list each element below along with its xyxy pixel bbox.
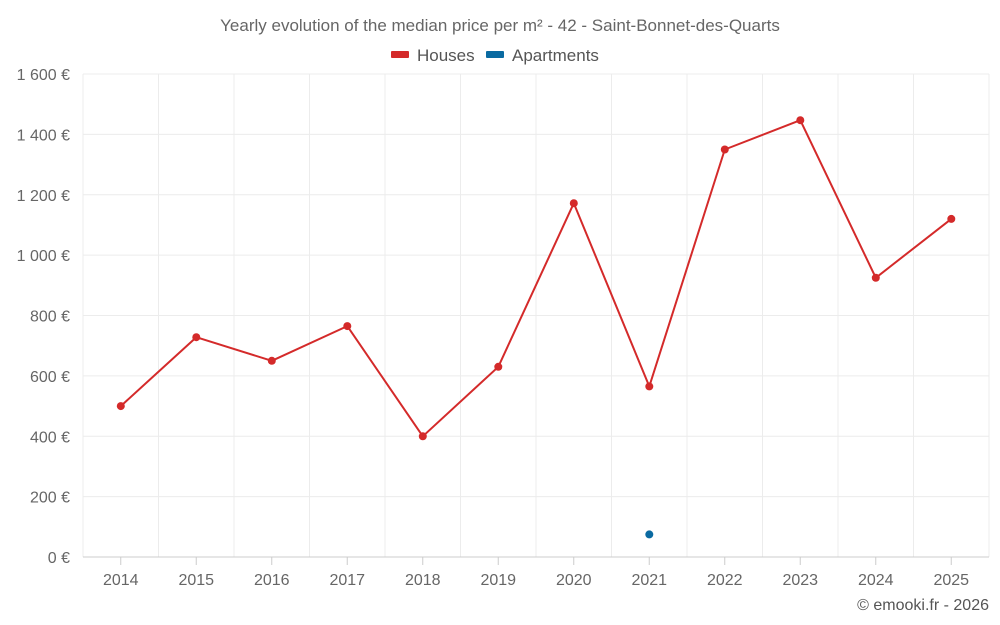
data-point-houses-2024[interactable] [871,273,880,282]
x-tick-label: 2019 [480,572,516,589]
data-point-houses-2018[interactable] [418,432,427,441]
legend-swatch-houses [391,51,409,58]
legend-item-apartments[interactable]: Apartments [486,46,599,65]
data-point-houses-2016[interactable] [267,356,276,365]
credit-text: © emooki.fr - 2026 [857,597,989,614]
series-houses [116,116,956,441]
x-tick-label: 2014 [103,572,139,589]
data-point-houses-2023[interactable] [796,116,805,125]
plot-area [116,116,956,539]
data-point-houses-2022[interactable] [720,145,729,154]
data-point-houses-2021[interactable] [645,382,654,391]
y-tick-label: 200 € [30,490,70,507]
legend-swatch-apartments [486,51,504,58]
legend: Houses Apartments [391,46,599,65]
y-tick-label: 1 200 € [17,188,70,205]
x-tick-label: 2021 [631,572,667,589]
data-point-houses-2017[interactable] [343,322,352,331]
y-tick-label: 1 400 € [17,127,70,144]
series-apartments [645,530,654,539]
x-tick-label: 2015 [178,572,214,589]
legend-label-houses: Houses [417,46,475,65]
x-tick-label: 2018 [405,572,441,589]
data-point-houses-2025[interactable] [947,214,956,223]
data-point-houses-2019[interactable] [494,362,503,371]
axes: 0 € 200 € 400 € 600 € 800 € 1 000 € 1 200 € 1 4… [17,67,989,589]
y-tick-label: 1 600 € [17,67,70,84]
data-point-houses-2020[interactable] [569,199,578,208]
x-tick-label: 2025 [933,572,969,589]
x-tick-label: 2016 [254,572,290,589]
data-point-houses-2015[interactable] [192,333,201,342]
y-tick-label: 600 € [30,369,70,386]
y-tick-label: 400 € [30,429,70,446]
gridlines [82,73,990,557]
legend-label-apartments: Apartments [512,46,599,65]
x-tick-label: 2024 [858,572,894,589]
y-tick-label: 1 000 € [17,248,70,265]
legend-item-houses[interactable]: Houses [391,46,475,65]
data-point-houses-2014[interactable] [116,402,125,411]
x-tick-label: 2017 [329,572,365,589]
x-tick-label: 2020 [556,572,592,589]
chart-title: Yearly evolution of the median price per… [220,16,780,35]
data-point-apartments-2021[interactable] [645,530,654,539]
y-tick-label: 0 € [48,550,70,567]
series-line-houses [120,119,952,438]
x-tick-label: 2023 [782,572,818,589]
x-tick-label: 2022 [707,572,743,589]
y-tick-label: 800 € [30,309,70,326]
